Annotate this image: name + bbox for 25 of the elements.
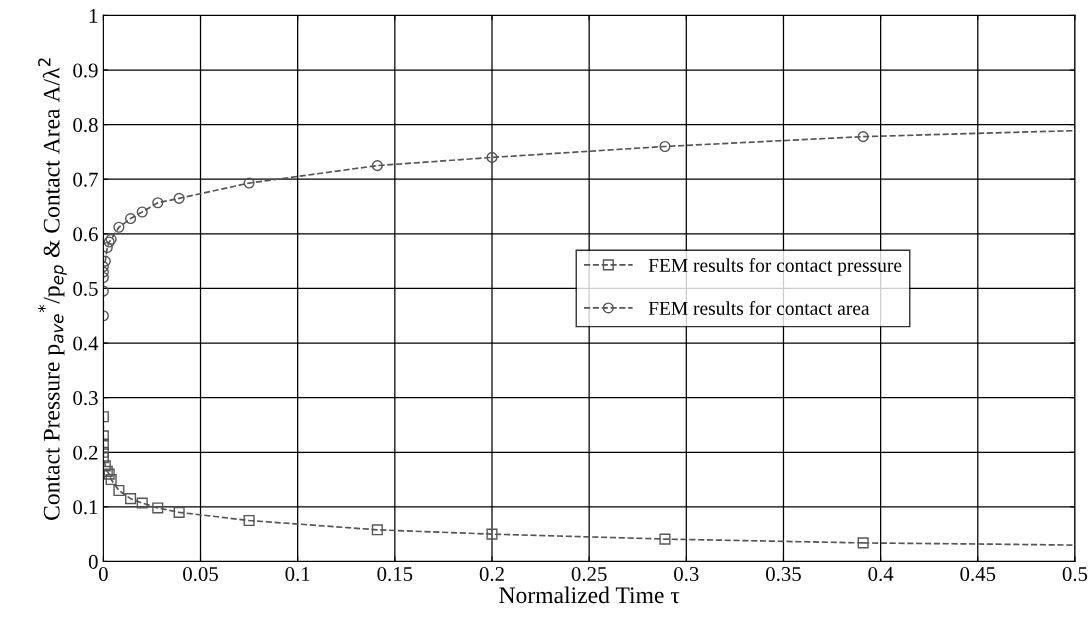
y-tick-label: 1 (89, 8, 98, 23)
legend-label: FEM results for contact area (648, 301, 870, 315)
x-tick-label: 0.35 (766, 566, 801, 582)
y-tick-label: 0.7 (73, 172, 98, 187)
y-tick-label: 0.4 (73, 336, 99, 351)
x-tick-label: 0.3 (674, 566, 699, 582)
y-tick-label: 0 (88, 554, 98, 569)
y-tick-label: 0.8 (73, 118, 98, 133)
x-tick-label: 0.1 (285, 566, 310, 582)
x-tick-label: 0.15 (377, 566, 413, 582)
legend-label: FEM results for contact pressure (648, 258, 902, 276)
x-tick-label: 0.05 (183, 566, 218, 582)
x-tick-label: 0.25 (571, 566, 607, 582)
y-tick-label: 0.5 (73, 281, 98, 296)
y-tick-label: 0.6 (73, 227, 98, 242)
x-tick-label: 0.4 (868, 566, 894, 582)
x-tick-label: 0.45 (960, 566, 996, 582)
y-tick-label: 0.9 (73, 63, 98, 78)
x-tick-label: 0.5 (1062, 566, 1088, 582)
y-tick-label: 0.2 (73, 445, 98, 460)
x-axis-title: Normalized Time τ (499, 586, 680, 604)
x-tick-label: 0.2 (479, 566, 504, 582)
y-tick-label: 0.3 (73, 391, 98, 406)
y-axis-title: Contact Pressure p$_{ave}$$^{*}$/p$_{ep}$ & Contact Area A/λ$^{2}$ (38, 58, 67, 520)
y-tick-label: 0.1 (73, 500, 98, 515)
